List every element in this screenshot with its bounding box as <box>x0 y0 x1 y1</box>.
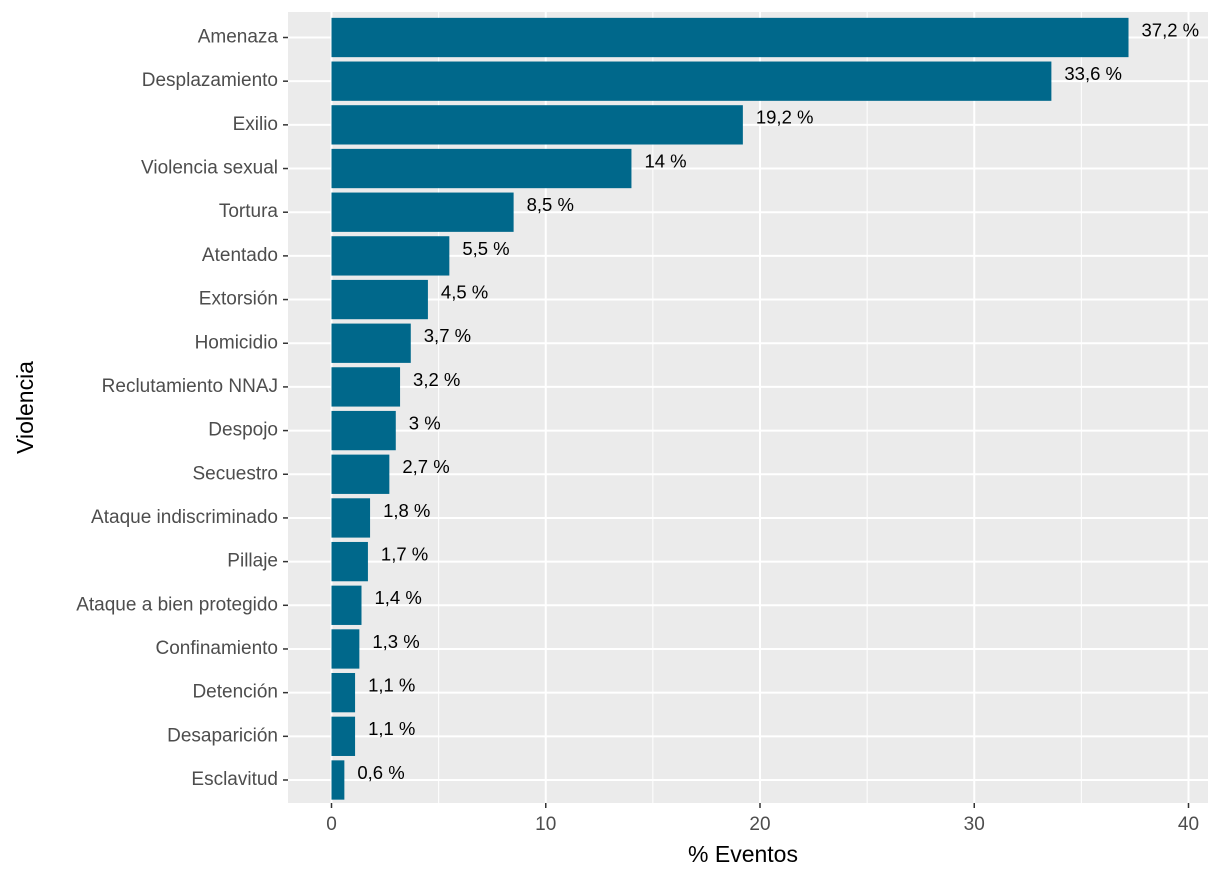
data-labels: 37,2 % 33,6 % 19,2 % 14 % 8,5 % 5,5 % 4,5 % 3,7… <box>357 19 1199 783</box>
y-axis: Amenaza Desplazamiento Exilio Violencia sex… <box>76 27 288 790</box>
y-tick-label: Homicidio <box>195 332 278 353</box>
bar <box>331 61 1052 101</box>
bar <box>331 498 371 538</box>
x-tick-label: 20 <box>749 814 770 835</box>
bar <box>331 541 368 582</box>
bar-value-label: 3 % <box>409 412 441 433</box>
y-tick-label: Detención <box>192 682 278 703</box>
bar-value-label: 1,1 % <box>368 675 415 696</box>
x-axis: 0 10 20 30 40 <box>326 803 1199 835</box>
y-tick-label: Atentado <box>202 245 278 266</box>
bar-value-label: 14 % <box>644 150 686 171</box>
y-tick-label: Ataque indiscriminado <box>91 507 278 528</box>
y-tick-label: Amenaza <box>198 27 279 48</box>
bar-value-label: 1,8 % <box>383 500 430 521</box>
bar-value-label: 1,4 % <box>374 587 421 608</box>
bar <box>331 760 345 800</box>
bar <box>331 279 428 320</box>
bar-value-label: 8,5 % <box>527 194 574 215</box>
y-tick-label: Esclavitud <box>191 769 278 790</box>
bar <box>331 323 411 363</box>
bar-value-label: 1,3 % <box>372 631 419 652</box>
bar-value-label: 2,7 % <box>402 456 449 477</box>
bar-value-label: 33,6 % <box>1064 63 1122 84</box>
bar <box>331 236 450 276</box>
x-tick-label: 0 <box>326 814 337 835</box>
y-tick-label: Violencia sexual <box>141 158 278 179</box>
x-axis-title: % Eventos <box>688 841 798 867</box>
bar <box>331 454 390 494</box>
bar <box>331 367 401 407</box>
bar <box>331 410 396 451</box>
y-tick-label: Pillaje <box>227 551 278 572</box>
x-tick-label: 40 <box>1178 814 1199 835</box>
y-tick-label: Ataque a bien protegido <box>76 594 278 615</box>
y-tick-label: Desaparición <box>167 725 278 746</box>
y-tick-label: Despojo <box>208 420 278 441</box>
y-axis-title: Violencia <box>12 361 38 454</box>
bar <box>331 105 743 145</box>
y-tick-label: Desplazamiento <box>142 70 278 91</box>
y-tick-label: Exilio <box>233 114 278 135</box>
bar <box>331 148 632 189</box>
bar <box>331 585 362 625</box>
x-tick-label: 10 <box>535 814 556 835</box>
y-tick-label: Reclutamiento NNAJ <box>102 376 278 397</box>
bar-value-label: 4,5 % <box>441 281 488 302</box>
y-tick-label: Tortura <box>219 201 279 222</box>
bar-value-label: 3,2 % <box>413 369 460 390</box>
bar <box>331 672 356 713</box>
y-tick-label: Confinamiento <box>155 638 278 659</box>
bar-value-label: 1,7 % <box>381 544 428 565</box>
bars <box>331 17 1129 800</box>
bar <box>331 716 356 756</box>
bar-value-label: 19,2 % <box>756 107 814 128</box>
bar-value-label: 1,1 % <box>368 718 415 739</box>
bar <box>331 192 514 232</box>
y-tick-label: Extorsión <box>199 289 278 310</box>
x-tick-label: 30 <box>964 814 985 835</box>
bar-value-label: 0,6 % <box>357 762 404 783</box>
bar-value-label: 5,5 % <box>462 238 509 259</box>
bar-value-label: 3,7 % <box>424 325 471 346</box>
bar <box>331 629 360 669</box>
bar <box>331 17 1129 58</box>
bar-value-label: 37,2 % <box>1142 19 1200 40</box>
y-tick-label: Secuestro <box>192 463 278 484</box>
